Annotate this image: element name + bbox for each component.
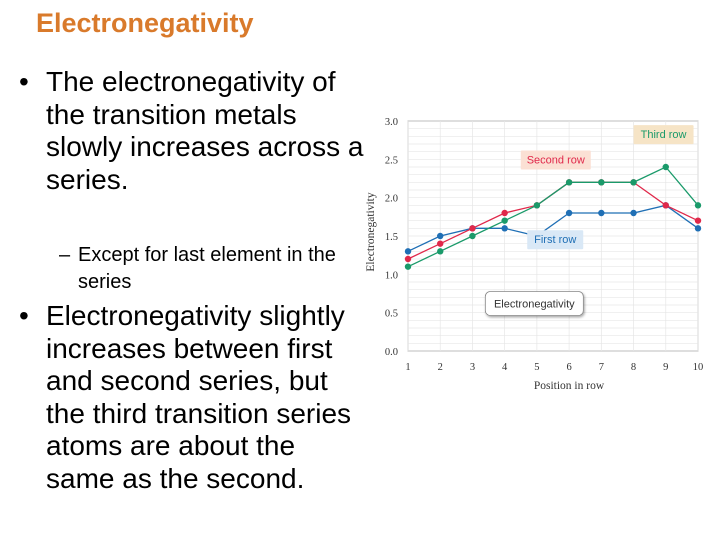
- bullet-2-text: Electronegativity slightly increases bet…: [46, 300, 352, 494]
- x-tick-label: 4: [502, 362, 508, 373]
- x-tick-label: 8: [631, 362, 636, 373]
- text-column: • The electronegativity of the transitio…: [19, 66, 364, 495]
- series-point-2: [437, 240, 444, 247]
- y-tick-label: 2.5: [385, 155, 398, 166]
- series-point-1: [598, 209, 605, 217]
- bullet-mark: •: [19, 300, 29, 331]
- electronegativity-chart: 0.0 0.5 1.0 1.5 2.0 2.5 3.0 1 2 3 4 5 6 7 8 9 10 Position…: [365, 117, 703, 392]
- series-point-3: [565, 179, 573, 186]
- y-tick-label: 3.0: [385, 117, 398, 128]
- series-point-3: [598, 179, 605, 186]
- series-label-2: Second row: [527, 154, 585, 166]
- series-label-box-1: [527, 230, 584, 250]
- series-label-1: First row: [534, 234, 576, 246]
- annotation-text: Electronegativity: [494, 298, 575, 310]
- series-point-1: [501, 225, 508, 232]
- y-tick-label: 0.0: [385, 347, 398, 358]
- series-point-2: [501, 209, 508, 217]
- x-tick-label: 7: [599, 362, 604, 373]
- x-tick-label: 5: [534, 362, 539, 373]
- sub-bullet-1: – Except for last element in the series: [59, 242, 360, 296]
- x-tick-label: 1: [405, 362, 410, 373]
- sub-bullet-1-text: Except for last element in the series: [78, 244, 336, 293]
- bullet-1: • The electronegativity of the transitio…: [19, 66, 364, 196]
- series-point-2: [662, 202, 669, 209]
- series-point-1: [437, 232, 444, 240]
- bullet-2: • Electronegativity slightly increases b…: [19, 300, 364, 495]
- y-axis-label: Electronegativity: [365, 192, 377, 271]
- series-point-3: [501, 217, 508, 224]
- sub-bullet-mark: –: [59, 244, 71, 266]
- series-point-3: [404, 263, 412, 270]
- series-point-3: [437, 248, 444, 255]
- series-point-3: [662, 163, 669, 171]
- x-tick-label: 9: [663, 362, 668, 373]
- series-point-1: [630, 209, 637, 217]
- series-point-2: [469, 225, 476, 232]
- bullet-1-text: The electronegativity of the transition …: [46, 66, 364, 195]
- labels: First row Second row Third row Electronegat…: [484, 125, 694, 316]
- series-point-2: [694, 217, 702, 224]
- series-point-3: [533, 202, 541, 209]
- series-label-box-2: [520, 150, 591, 170]
- series-point-1: [565, 209, 573, 217]
- x-tick-label: 3: [470, 362, 475, 373]
- series: [404, 163, 702, 270]
- slide-title: Electronegativity: [36, 8, 254, 38]
- series-point-1: [404, 248, 412, 255]
- series-point-2: [404, 255, 412, 263]
- series-label-3: Third row: [641, 129, 687, 141]
- bullet-mark: •: [19, 66, 29, 97]
- x-tick-label: 2: [438, 362, 443, 373]
- series-point-3: [694, 202, 702, 209]
- x-tick-label: 6: [566, 362, 571, 373]
- series-line-3: [407, 166, 699, 268]
- y-tick-label: 0.5: [385, 309, 398, 320]
- series-point-3: [469, 232, 476, 240]
- y-tick-label: 2.0: [385, 194, 398, 205]
- y-tick-label: 1.5: [385, 232, 398, 243]
- series-point-3: [630, 179, 637, 186]
- x-axis-label: Position in row: [534, 380, 605, 392]
- annotation-box: [484, 291, 584, 316]
- series-label-box-3: [633, 125, 694, 145]
- axes: 0.0 0.5 1.0 1.5 2.0 2.5 3.0 1 2 3 4 5 6 7 8 9 10 Position…: [365, 117, 703, 392]
- x-tick-label: 10: [693, 362, 704, 373]
- series-point-1: [694, 225, 702, 232]
- y-tick-label: 1.0: [385, 270, 398, 281]
- series-line-1: [407, 204, 699, 252]
